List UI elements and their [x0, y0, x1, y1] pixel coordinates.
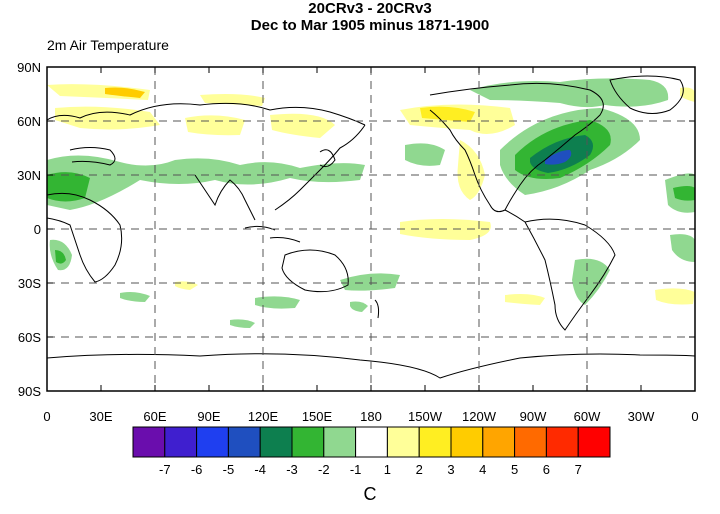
- anomaly-region-warm: [505, 294, 545, 305]
- lat-axis: 90N 60N 30N 0 30S 60S 90S: [17, 60, 695, 399]
- colorbar-swatch: [132, 426, 166, 458]
- colorbar-swatch: [386, 426, 420, 458]
- colorbar-label: -5: [223, 462, 235, 477]
- anomaly-region-warm: [55, 106, 160, 130]
- colorbar-label: 5: [511, 462, 518, 477]
- anomaly-region-cool: [55, 250, 66, 264]
- colorbar-units: C: [363, 484, 377, 504]
- colorbar-label: 1: [384, 462, 391, 477]
- anomaly-region-cool: [47, 172, 90, 202]
- lon-tick-label: 150E: [302, 409, 333, 424]
- colorbar-swatch: [164, 426, 198, 458]
- colorbar-swatch: [418, 426, 452, 458]
- lat-tick-label: 0: [34, 222, 41, 237]
- anomaly-region-cool: [120, 292, 150, 302]
- colorbar-label: -7: [159, 462, 171, 477]
- colorbar-swatch: [514, 426, 547, 458]
- lon-axis: 0 30E 60E 90E 120E 150E 180 150W 120W 90W 60W 30W 0: [43, 67, 699, 424]
- lon-tick-label: 0: [43, 409, 50, 424]
- anomaly-region-cool: [350, 301, 368, 312]
- lon-tick-label: 30E: [89, 409, 112, 424]
- colorbar-swatch: [482, 426, 516, 458]
- anomaly-region-warm: [175, 281, 198, 290]
- lat-tick-label: 90S: [18, 384, 41, 399]
- title-line-2: Dec to Mar 1905 minus 1871-1900: [250, 17, 490, 34]
- colorbar-label: 2: [416, 462, 423, 477]
- lon-tick-label: 120W: [462, 409, 497, 424]
- colorbar-label: 4: [479, 462, 486, 477]
- anomaly-region-cool: [470, 78, 669, 108]
- lat-tick-label: 30N: [17, 168, 41, 183]
- colorbar-label: 3: [447, 462, 454, 477]
- anomaly-field: [47, 75, 695, 379]
- colorbar-swatch: [355, 426, 388, 458]
- anomaly-region-cool: [405, 143, 445, 166]
- anomaly-region-cool: [47, 155, 365, 210]
- coastlines: [47, 75, 695, 379]
- anomaly-region-cool: [545, 150, 572, 165]
- anomaly-region-cool: [230, 319, 255, 328]
- anomaly-region-warm: [185, 115, 245, 136]
- colorbar-swatch: [323, 426, 357, 458]
- lon-tick-label: 0: [691, 409, 698, 424]
- anomaly-region-warm: [420, 106, 475, 122]
- anomaly-region-cool: [670, 234, 695, 262]
- variable-label: 2m Air Temperature: [47, 37, 169, 53]
- anomaly-region-warm: [105, 87, 145, 98]
- anomaly-region-cool: [673, 186, 695, 201]
- colorbar: -7 -6 -5 -4 -3 -2 -1 1 2 3 4 5 6 7: [132, 426, 611, 477]
- lon-tick-label: 90E: [197, 409, 220, 424]
- colorbar-label: -2: [318, 462, 330, 477]
- colorbar-label: -6: [191, 462, 203, 477]
- lon-tick-label: 60W: [574, 409, 601, 424]
- colorbar-swatch: [577, 426, 611, 458]
- anomaly-region-cool: [572, 258, 610, 305]
- lon-tick-label: 120E: [248, 409, 279, 424]
- colorbar-swatch: [227, 426, 261, 458]
- anomaly-region-warm: [655, 288, 695, 305]
- lon-tick-label: 30W: [628, 409, 655, 424]
- lat-tick-label: 30S: [18, 276, 41, 291]
- lon-tick-label: 90W: [520, 409, 547, 424]
- gridlines: [47, 67, 695, 391]
- anomaly-region-warm: [200, 94, 265, 106]
- anomaly-region-warm: [457, 140, 485, 200]
- colorbar-label: -1: [350, 462, 362, 477]
- lat-tick-label: 60N: [17, 114, 41, 129]
- lon-tick-label: 150W: [408, 409, 443, 424]
- lon-tick-label: 60E: [143, 409, 166, 424]
- anomaly-region-cool: [340, 273, 400, 291]
- colorbar-swatch: [545, 426, 579, 458]
- colorbar-swatch: [196, 426, 229, 458]
- colorbar-swatch: [259, 426, 293, 458]
- lat-tick-label: 60S: [18, 330, 41, 345]
- colorbar-swatch: [291, 426, 325, 458]
- anomaly-region-warm: [270, 113, 335, 138]
- lat-tick-label: 90N: [17, 60, 41, 75]
- colorbar-label: -3: [286, 462, 298, 477]
- colorbar-label: -4: [254, 462, 266, 477]
- colorbar-label: 7: [575, 462, 582, 477]
- colorbar-label: 6: [543, 462, 550, 477]
- lon-tick-label: 180: [360, 409, 382, 424]
- anomaly-region-cool: [255, 296, 300, 309]
- title-line-1: 20CRv3 - 20CRv3: [308, 0, 432, 17]
- colorbar-swatch: [450, 426, 484, 458]
